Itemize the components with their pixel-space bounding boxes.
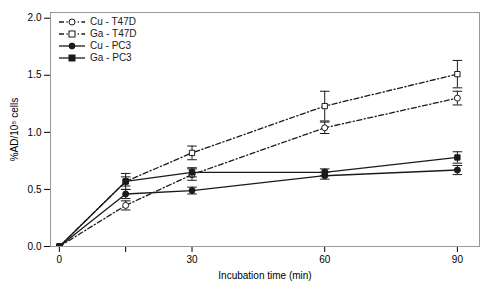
html-text:Cu - PC3: Cu - PC3	[90, 40, 132, 51]
svg-text:90: 90	[452, 254, 464, 265]
svg-text:%AD/10⁵ cells: %AD/10⁵ cells	[9, 98, 20, 162]
svg-text:0: 0	[57, 254, 63, 265]
html-text:Ga - PC3: Ga - PC3	[90, 52, 132, 63]
svg-text:0.0: 0.0	[28, 241, 42, 252]
svg-text:30: 30	[186, 254, 198, 265]
html-text:Cu - T47D: Cu - T47D	[90, 16, 136, 27]
svg-text:0.5: 0.5	[28, 184, 42, 195]
svg-text:60: 60	[319, 254, 331, 265]
svg-text:2.0: 2.0	[28, 12, 42, 23]
svg-text:1.5: 1.5	[28, 69, 42, 80]
html-text:Ga - T47D: Ga - T47D	[90, 28, 137, 39]
svg-text:Incubation time (min): Incubation time (min)	[218, 270, 311, 281]
svg-text:1.0: 1.0	[28, 127, 42, 138]
